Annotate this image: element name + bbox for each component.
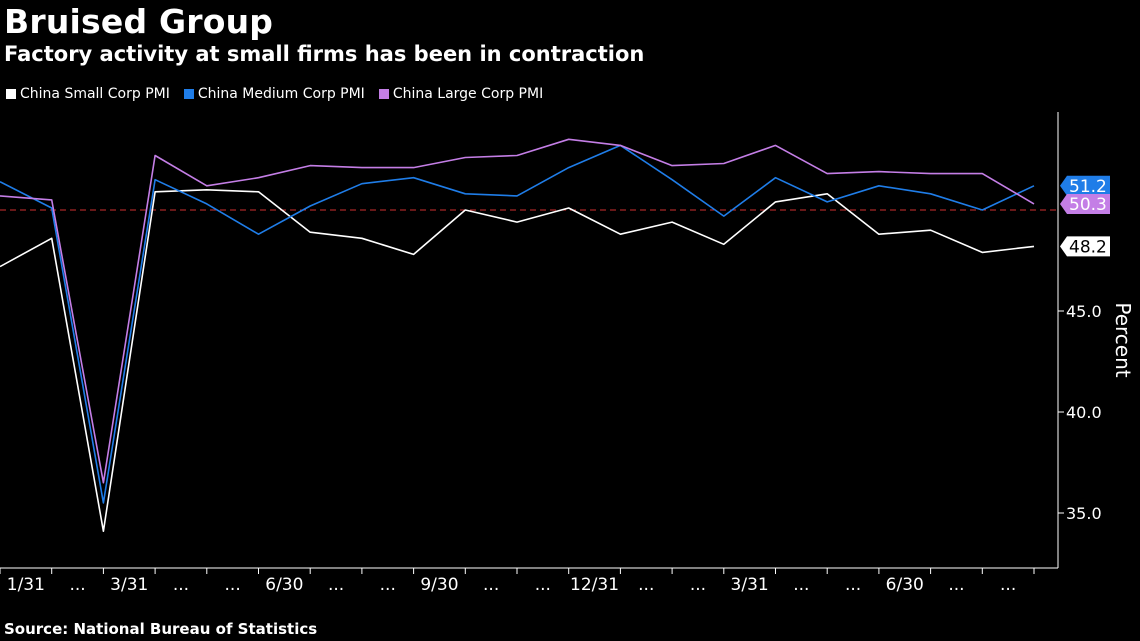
legend-label-small: China Small Corp PMI xyxy=(20,86,170,102)
legend-item-large: China Large Corp PMI xyxy=(378,86,544,102)
y-tick-label: 40.0 xyxy=(1066,403,1102,422)
x-tick-label: 12/31 xyxy=(570,575,619,595)
legend-item-small: China Small Corp PMI xyxy=(6,86,170,102)
chart-subtitle: Factory activity at small firms has been… xyxy=(4,42,645,66)
end-label-box-large xyxy=(1060,193,1110,214)
source-note: Source: National Bureau of Statistics xyxy=(4,620,318,638)
legend-swatch-small xyxy=(6,89,16,99)
x-tick-label: 6/30 xyxy=(886,575,924,595)
series-line-small xyxy=(0,189,1035,533)
x-tick-label: ... xyxy=(173,575,189,595)
x-tick-label: ... xyxy=(535,575,551,595)
end-label-text-medium: 51.2 xyxy=(1069,177,1107,197)
x-tick-label: 3/31 xyxy=(731,575,769,595)
x-tick-label: ... xyxy=(845,575,861,595)
x-tick-label: ... xyxy=(638,575,654,595)
x-tick-label: ... xyxy=(1000,575,1016,595)
x-tick-label: ... xyxy=(690,575,706,595)
end-label-text-small: 48.2 xyxy=(1069,237,1107,257)
x-tick-label: ... xyxy=(225,575,241,595)
legend: China Small Corp PMI China Medium Corp P… xyxy=(6,86,543,102)
legend-item-medium: China Medium Corp PMI xyxy=(183,86,365,102)
x-tick-label: ... xyxy=(948,575,964,595)
end-label-text-large: 50.3 xyxy=(1069,195,1107,215)
x-tick-label: 3/31 xyxy=(110,575,148,595)
legend-swatch-medium xyxy=(183,89,194,99)
x-tick-label: ... xyxy=(793,575,809,595)
end-label-large: 50.3 xyxy=(1060,193,1110,215)
legend-swatch-large xyxy=(378,89,389,99)
legend-label-medium: China Medium Corp PMI xyxy=(197,86,365,102)
x-tick-label: ... xyxy=(69,575,85,595)
x-tick-label: ... xyxy=(380,575,396,595)
y-tick-label: 45.0 xyxy=(1066,302,1102,321)
legend-label-large: China Large Corp PMI xyxy=(392,86,544,102)
end-label-medium: 51.2 xyxy=(1060,175,1110,197)
series-line-large xyxy=(0,138,1035,484)
chart-title: Bruised Group xyxy=(4,2,274,41)
end-label-small: 48.2 xyxy=(1060,236,1110,257)
x-tick-label: 1/31 xyxy=(7,575,45,595)
x-tick-label: 9/30 xyxy=(420,575,458,595)
x-tick-label: ... xyxy=(328,575,344,595)
y-tick-label: 35.0 xyxy=(1066,504,1102,523)
series-line-medium xyxy=(0,144,1035,504)
x-tick-label: 6/30 xyxy=(265,575,303,595)
end-label-box-medium xyxy=(1060,175,1110,196)
y-axis-title: Percent xyxy=(1111,302,1135,377)
end-label-box-small xyxy=(1060,236,1110,257)
x-tick-label: ... xyxy=(483,575,499,595)
